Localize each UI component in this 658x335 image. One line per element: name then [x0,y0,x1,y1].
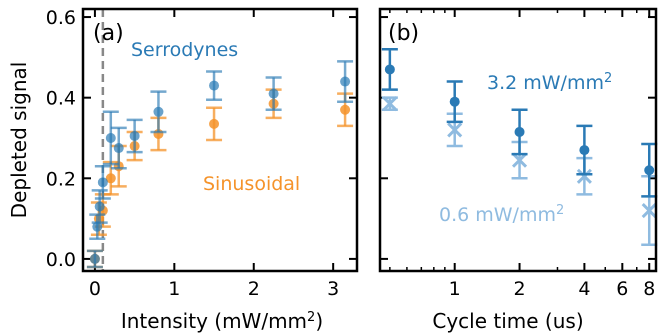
data-point [209,118,220,129]
x-tick-label: 1 [449,278,461,300]
y-tick-label: 0.4 [46,88,76,110]
data-point [641,202,657,219]
x-tick-label: 0 [89,278,101,300]
y-tick-label: 0.6 [46,7,76,29]
y-axis-label: Depleted signal [7,62,31,219]
x-tick-label: 6 [616,278,628,300]
panel-a-frame [81,7,359,273]
data-point [105,132,116,143]
data-point [579,145,590,156]
x-tick-label: 3 [327,278,339,300]
data-point [268,88,279,99]
data-point [382,96,398,112]
y-tick-label: 0.0 [46,249,76,271]
data-point [129,130,140,141]
data-point [447,122,463,138]
sinusoidal-annotation: Sinusoidal [203,173,300,195]
x-tick-label: 4 [578,278,590,300]
data-point [340,76,351,87]
data-point [644,165,655,176]
panel-a-data-points [86,60,354,269]
panel-b-label: (b) [388,21,419,46]
data-point [113,143,124,154]
high-power-annotation: 3.2 mW/mm2 [487,71,612,95]
y-tick-label: 0.2 [46,168,76,190]
low-power-annotation: 0.6 mW/mm2 [439,203,564,227]
panel-a-label: (a) [93,21,124,46]
x-tick-label: 2 [248,278,260,300]
data-point [153,106,164,117]
data-point [449,96,460,107]
serrodynes-annotation: Serrodynes [131,39,238,61]
panel-b-x-axis-label: Cycle time (us) [432,309,583,333]
x-tick-label: 1 [168,278,180,300]
data-point [340,104,351,115]
panel-a-ticks: 0 1 2 3 0.0 0.2 0.4 0.6 [46,7,357,300]
data-point [209,80,220,91]
data-point [94,201,105,212]
data-point [511,152,528,168]
panel-a-x-axis-label: Intensity (mW/mm2) [121,309,323,333]
data-point [576,168,592,184]
data-point [89,253,100,264]
panel-b-data-points [381,48,658,247]
data-point [384,64,395,75]
x-tick-label: 8 [643,278,655,300]
data-point [514,126,525,137]
data-point [105,173,116,184]
data-point [92,221,103,232]
panel-a: 0 1 2 3 0.0 0.2 0.4 0.6 (a) Depleted signal Int… [7,7,359,333]
data-point [97,177,108,188]
x-tick-label: 2 [513,278,525,300]
panel-b-frame [378,7,658,273]
